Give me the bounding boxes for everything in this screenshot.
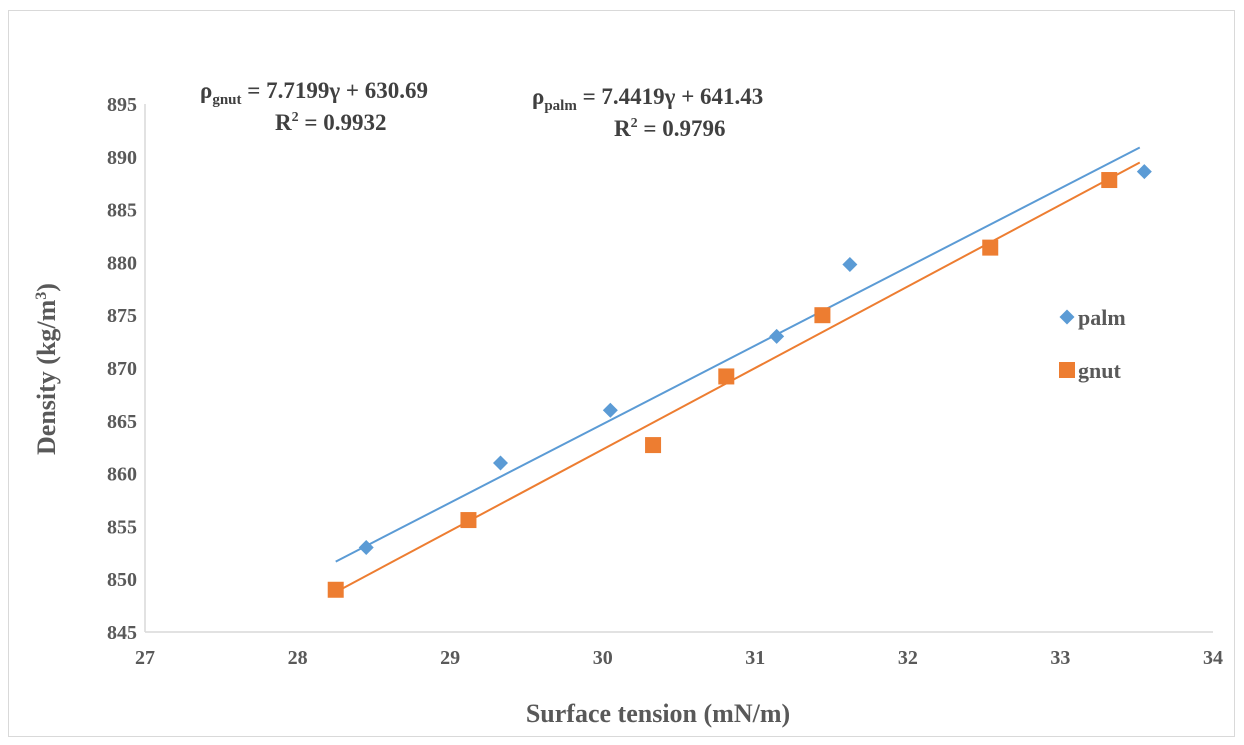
y-tick-label: 885: [107, 200, 137, 222]
x-axis-title: Surface tension (mN/m): [526, 699, 790, 728]
x-tick-label: 31: [745, 647, 765, 669]
x-tick-label: 28: [288, 647, 308, 669]
x-tick-label: 34: [1203, 647, 1223, 669]
y-axis-title-end: ): [32, 283, 61, 292]
palm-point: [358, 540, 374, 556]
y-axis-title: Density (kg/m3): [32, 283, 61, 455]
palm-legend-label: palm: [1078, 305, 1126, 330]
y-tick-label: 865: [107, 411, 137, 433]
y-tick-label: 895: [107, 94, 137, 116]
legend: palm gnut: [1059, 305, 1126, 383]
palm-legend-marker: [1059, 309, 1075, 325]
gnut-point: [718, 368, 735, 385]
palm-trendline: [335, 146, 1141, 563]
palm-equation: ρpalm = 7.4419γ + 641.43: [532, 84, 763, 114]
y-tick-label: 845: [107, 622, 137, 644]
chart-frame: [8, 10, 1235, 737]
y-tick-label: 890: [107, 147, 137, 169]
gnut-point: [327, 581, 344, 598]
y-tick-label: 850: [107, 569, 137, 591]
palm-point: [1136, 164, 1152, 180]
palm-point: [769, 328, 785, 344]
data-points: [327, 164, 1152, 598]
x-tick-label: 27: [135, 647, 155, 669]
palm-point: [492, 455, 508, 471]
x-tick-label: 32: [898, 647, 918, 669]
gnut-legend-marker: [1059, 362, 1075, 378]
gnut-point: [1101, 172, 1118, 189]
y-tick-label: 875: [107, 305, 137, 327]
x-tick-label: 29: [440, 647, 460, 669]
y-tick-label: 855: [107, 516, 137, 538]
y-tick-label: 880: [107, 252, 137, 274]
x-tick-label: 33: [1050, 647, 1070, 669]
y-axis-title-sup: 3: [33, 292, 50, 300]
palm-r-squared: R2 = 0.9796: [614, 116, 725, 141]
gnut-point: [982, 239, 999, 256]
gnut-equation: ρgnut = 7.7199γ + 630.69: [200, 78, 428, 108]
gnut-point: [460, 512, 477, 529]
y-tick-label: 860: [107, 464, 137, 486]
gnut-point: [645, 437, 662, 454]
palm-point: [842, 257, 858, 273]
trendlines: [335, 146, 1141, 593]
palm-point: [602, 402, 618, 418]
gnut-trendline: [335, 161, 1141, 593]
y-tick-label: 870: [107, 358, 137, 380]
axes-group: [144, 104, 1213, 633]
x-tick-label: 30: [593, 647, 613, 669]
y-axis-title-main: Density (kg/m: [32, 299, 61, 455]
x-tick-labels: 27 28 29 30 31 32 33 34: [135, 647, 1223, 669]
y-tick-labels: 845 850 855 860 865 870 875 880 885 890 895: [107, 94, 137, 644]
gnut-legend-label: gnut: [1078, 358, 1121, 383]
gnut-r-squared: R2 = 0.9932: [275, 110, 386, 135]
gnut-point: [814, 307, 831, 324]
